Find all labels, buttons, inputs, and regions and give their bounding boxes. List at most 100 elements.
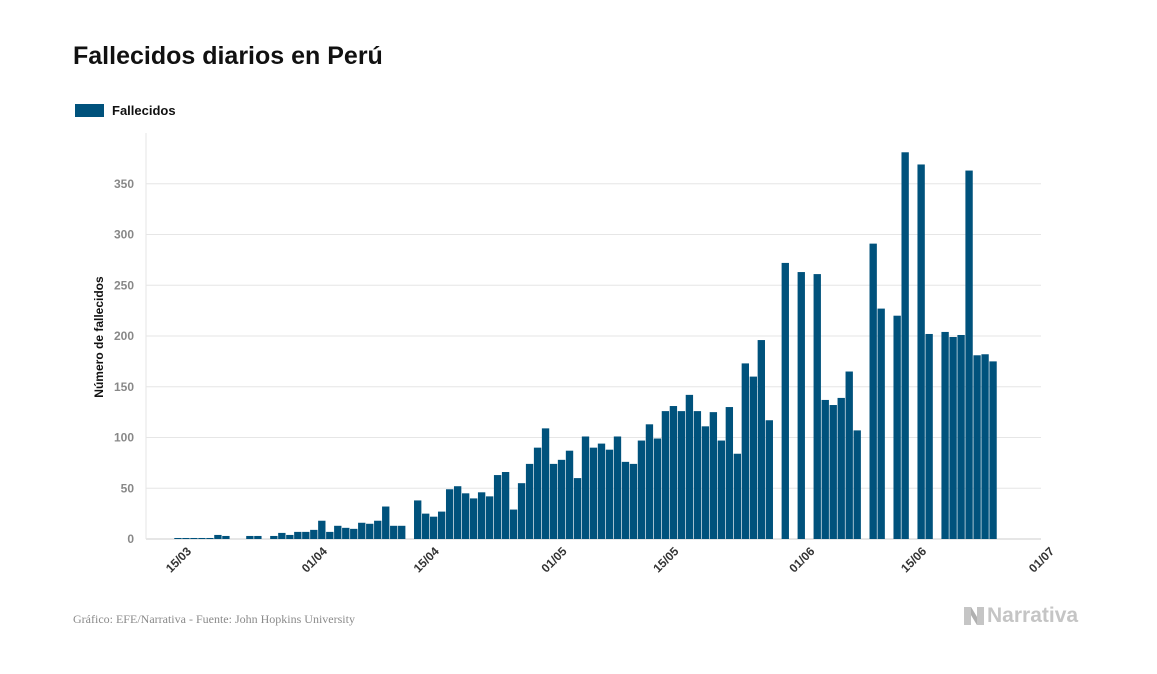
bar <box>813 274 821 539</box>
x-tick-label: 15/05 <box>650 544 681 575</box>
y-tick-label: 300 <box>114 228 134 242</box>
x-tick-label: 01/05 <box>538 544 569 575</box>
bar <box>294 531 302 539</box>
bar <box>973 355 981 539</box>
bar <box>685 394 694 539</box>
y-tick-label: 50 <box>121 481 135 495</box>
bar <box>669 406 678 539</box>
bar <box>214 534 222 539</box>
bar <box>965 170 973 539</box>
bar <box>629 463 638 539</box>
bar <box>374 520 382 539</box>
bar <box>637 440 646 539</box>
bar <box>190 537 198 539</box>
y-tick-label: 350 <box>114 177 134 191</box>
bar <box>821 399 829 539</box>
bar <box>581 436 590 539</box>
bar <box>725 407 734 539</box>
bars <box>174 152 997 540</box>
bar <box>246 535 254 539</box>
bar <box>781 262 789 539</box>
bar <box>461 493 470 539</box>
bar <box>869 243 877 539</box>
bar <box>334 525 342 539</box>
bar <box>182 537 190 539</box>
bar <box>318 520 326 539</box>
bar <box>605 449 614 539</box>
brand-name: Narrativa <box>987 604 1079 627</box>
y-tick-label: 150 <box>114 380 134 394</box>
y-tick-label: 200 <box>114 329 134 343</box>
narrativa-n-logo-icon <box>964 607 984 625</box>
bar <box>677 411 686 539</box>
y-tick-label: 0 <box>127 532 134 546</box>
bar <box>829 405 837 539</box>
bar <box>733 453 742 539</box>
bar <box>254 535 262 539</box>
bar <box>390 525 398 539</box>
bar <box>981 354 989 539</box>
bar <box>557 459 566 539</box>
bar <box>877 308 885 539</box>
bar <box>445 489 454 539</box>
bar <box>589 447 598 539</box>
bar <box>174 537 182 539</box>
bar <box>278 532 286 539</box>
bar <box>925 333 933 539</box>
bar <box>533 447 542 539</box>
bar <box>477 492 486 539</box>
x-tick-label: 15/03 <box>163 544 194 575</box>
bar <box>949 337 957 539</box>
bar <box>222 535 230 539</box>
x-axis-ticks: 15/03 01/04 15/04 01/05 15/05 01/06 15/06 01/07 <box>163 544 1057 575</box>
bar <box>661 411 670 539</box>
x-tick-label: 01/07 <box>1026 544 1057 575</box>
bar <box>853 430 861 539</box>
bar <box>709 412 718 540</box>
x-tick-label: 15/04 <box>411 544 442 575</box>
source-credit: Gráfico: EFE/Narrativa - Fuente: John Ho… <box>73 612 355 626</box>
bar <box>613 436 622 539</box>
y-tick-label: 100 <box>114 431 134 445</box>
y-axis-label: Número de fallecidos <box>92 276 106 398</box>
x-tick-label: 15/06 <box>898 544 929 575</box>
bar <box>501 472 510 539</box>
bar <box>957 334 965 539</box>
bar <box>757 340 765 539</box>
bar <box>917 164 925 539</box>
bar <box>941 331 949 539</box>
bar <box>326 531 334 539</box>
bar <box>453 486 462 539</box>
bar <box>573 478 582 539</box>
bar <box>693 411 702 539</box>
bar <box>430 516 438 539</box>
bar <box>382 506 390 539</box>
bar <box>741 363 749 539</box>
bar <box>422 513 430 540</box>
bar <box>350 528 358 539</box>
bar <box>525 463 534 539</box>
bar <box>541 428 550 539</box>
bar <box>493 475 502 539</box>
bar <box>565 450 574 539</box>
gridlines <box>145 133 1041 540</box>
bar <box>893 315 901 539</box>
bar <box>310 529 318 539</box>
legend-swatch <box>75 104 104 117</box>
bar <box>749 376 757 539</box>
bar <box>342 527 350 539</box>
bar <box>901 152 909 539</box>
legend-label: Fallecidos <box>112 103 176 118</box>
bar <box>597 443 606 539</box>
bar <box>989 361 997 540</box>
brand-logo: Narrativa <box>963 604 1078 628</box>
bar <box>414 500 422 539</box>
bar <box>366 523 374 539</box>
bar <box>621 461 630 539</box>
bar <box>701 426 710 539</box>
x-tick-label: 01/06 <box>786 544 817 575</box>
bar <box>517 483 526 539</box>
bar <box>198 537 206 539</box>
bar <box>270 535 278 539</box>
bar <box>358 522 366 539</box>
